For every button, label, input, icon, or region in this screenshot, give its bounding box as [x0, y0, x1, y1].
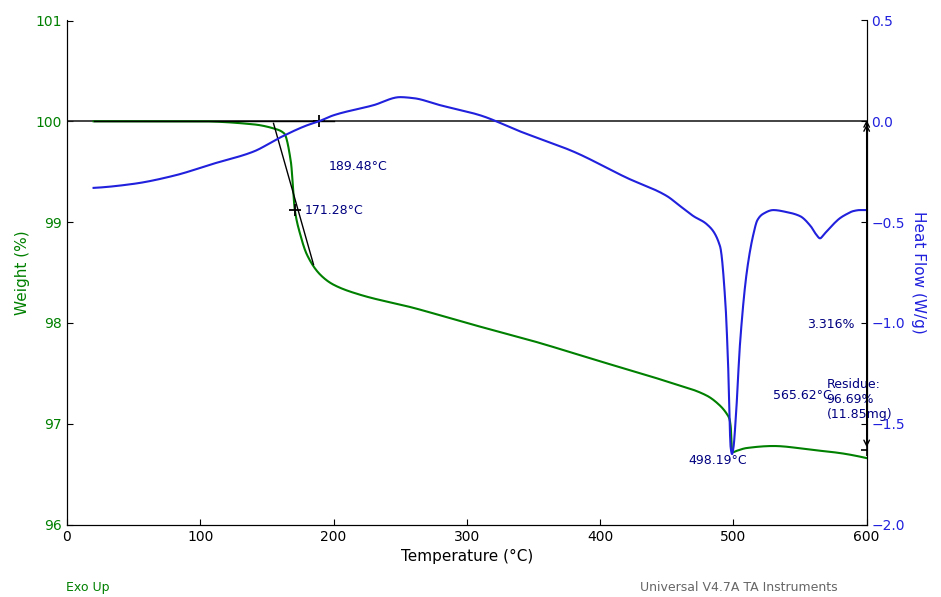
- Text: Exo Up: Exo Up: [66, 581, 109, 594]
- Text: Universal V4.7A TA Instruments: Universal V4.7A TA Instruments: [640, 581, 837, 594]
- Text: 171.28°C: 171.28°C: [304, 204, 363, 217]
- Text: 3.316%: 3.316%: [806, 318, 854, 331]
- Text: Residue:
96.69%
(11.85mg): Residue: 96.69% (11.85mg): [827, 378, 892, 421]
- Text: 498.19°C: 498.19°C: [688, 454, 747, 467]
- Y-axis label: Weight (%): Weight (%): [15, 230, 30, 315]
- Text: 189.48°C: 189.48°C: [328, 160, 387, 173]
- X-axis label: Temperature (°C): Temperature (°C): [401, 549, 533, 564]
- Text: 565.62°C: 565.62°C: [774, 389, 832, 402]
- Y-axis label: Heat Flow (W/g): Heat Flow (W/g): [911, 211, 926, 334]
